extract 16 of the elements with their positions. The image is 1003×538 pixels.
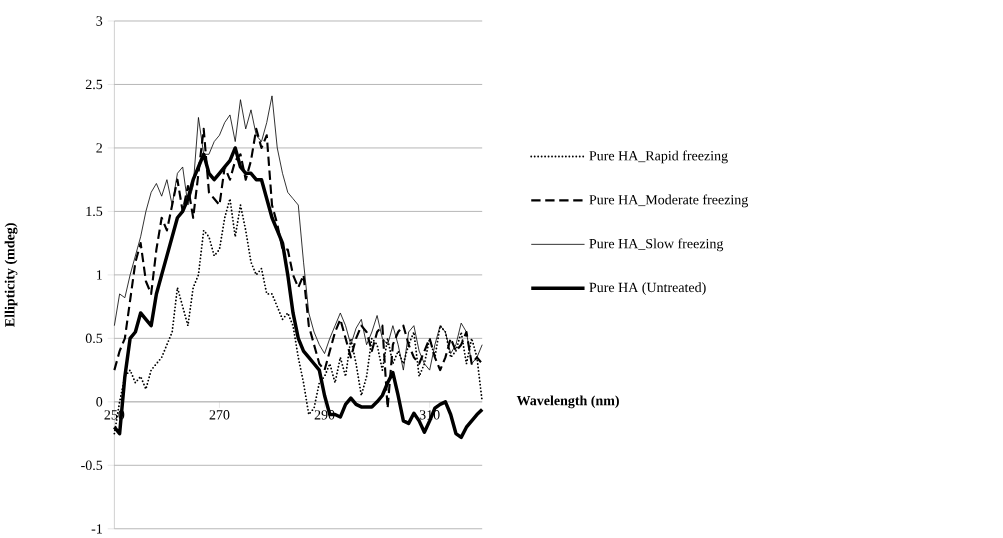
y-tick-label: 2.5 [85, 79, 103, 90]
y-tick-label: 0.5 [85, 333, 103, 344]
y-tick-label: 1 [97, 270, 102, 280]
y-tick-label: 0 [96, 397, 103, 407]
x-tick-label: 270 [209, 410, 230, 420]
legend-label: Pure HA_Moderate freezing [589, 194, 748, 208]
legend-label: Pure HA_Rapid freezing [589, 150, 728, 164]
y-tick-label: -0.5 [81, 460, 103, 471]
y-tick-label: 1.5 [86, 206, 103, 217]
legend-label: Pure HA_Slow freezing [589, 238, 724, 252]
y-tick-label: 2 [96, 143, 102, 153]
x-axis-title: Wavelength (nm) [516, 395, 619, 409]
legend-label: Pure HA (Untreated) [589, 282, 706, 295]
y-tick-label: -1 [91, 524, 102, 534]
y-tick-label: 3 [96, 16, 103, 26]
y-axis-title: Ellipticity (mdeg) [4, 223, 18, 327]
